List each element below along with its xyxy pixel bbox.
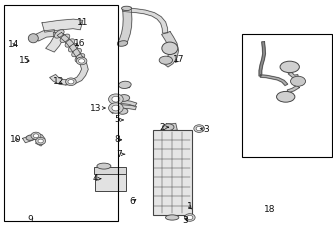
Circle shape [66, 78, 76, 86]
Polygon shape [118, 7, 132, 45]
Polygon shape [120, 105, 137, 110]
Ellipse shape [28, 34, 38, 43]
Polygon shape [120, 100, 137, 106]
Circle shape [36, 137, 46, 145]
Text: 11: 11 [77, 18, 88, 27]
Ellipse shape [54, 30, 64, 38]
Ellipse shape [119, 81, 131, 88]
Circle shape [33, 134, 39, 138]
Text: 4: 4 [92, 174, 101, 183]
Polygon shape [288, 72, 298, 78]
Text: 13: 13 [90, 103, 105, 113]
Ellipse shape [280, 61, 299, 73]
Ellipse shape [118, 95, 130, 101]
Circle shape [187, 215, 193, 220]
Text: 17: 17 [173, 55, 185, 64]
Ellipse shape [162, 124, 174, 130]
Bar [242, 34, 332, 157]
Text: 15: 15 [19, 56, 31, 65]
Text: 3: 3 [200, 125, 209, 134]
Circle shape [38, 139, 43, 143]
Circle shape [31, 132, 41, 139]
Ellipse shape [162, 42, 178, 54]
Circle shape [79, 59, 85, 63]
Polygon shape [66, 57, 88, 85]
Polygon shape [111, 110, 118, 113]
Polygon shape [162, 32, 178, 67]
Text: 3: 3 [182, 216, 188, 225]
Polygon shape [166, 123, 177, 130]
Circle shape [109, 94, 123, 104]
Bar [4, 5, 118, 221]
Ellipse shape [97, 163, 111, 169]
Text: 14: 14 [8, 40, 19, 49]
Text: 18: 18 [264, 205, 275, 214]
Polygon shape [57, 33, 83, 59]
Polygon shape [42, 19, 83, 32]
Ellipse shape [276, 92, 295, 102]
Text: 5: 5 [114, 115, 123, 125]
Circle shape [112, 105, 120, 111]
Bar [94, 167, 126, 174]
Ellipse shape [60, 34, 70, 43]
Ellipse shape [75, 54, 85, 62]
Polygon shape [260, 75, 288, 86]
Ellipse shape [290, 76, 306, 86]
Polygon shape [50, 75, 67, 85]
Polygon shape [123, 8, 168, 33]
Circle shape [76, 57, 87, 65]
Text: 6: 6 [130, 197, 136, 206]
Text: 12: 12 [53, 77, 64, 86]
Circle shape [109, 103, 123, 113]
Text: 8: 8 [114, 135, 122, 144]
Ellipse shape [72, 48, 82, 57]
Text: 2: 2 [160, 123, 168, 132]
Bar [95, 174, 126, 191]
Circle shape [194, 125, 204, 132]
Ellipse shape [26, 135, 35, 140]
Polygon shape [46, 32, 63, 52]
Circle shape [196, 126, 202, 131]
Polygon shape [259, 42, 265, 76]
Text: 7: 7 [116, 150, 125, 159]
Circle shape [68, 80, 74, 84]
Ellipse shape [65, 39, 75, 47]
Circle shape [184, 214, 195, 221]
Ellipse shape [117, 108, 128, 114]
Polygon shape [121, 85, 129, 87]
Text: 10: 10 [10, 135, 22, 144]
Polygon shape [23, 134, 45, 146]
Ellipse shape [166, 215, 179, 220]
Circle shape [112, 96, 120, 102]
Text: 1: 1 [187, 202, 193, 211]
Ellipse shape [122, 6, 132, 11]
Ellipse shape [159, 56, 172, 64]
Polygon shape [33, 30, 56, 41]
Text: 16: 16 [74, 39, 85, 48]
Polygon shape [287, 85, 299, 92]
Bar [153, 130, 192, 215]
Ellipse shape [68, 43, 78, 52]
Text: 9: 9 [28, 215, 34, 224]
Ellipse shape [118, 41, 128, 46]
